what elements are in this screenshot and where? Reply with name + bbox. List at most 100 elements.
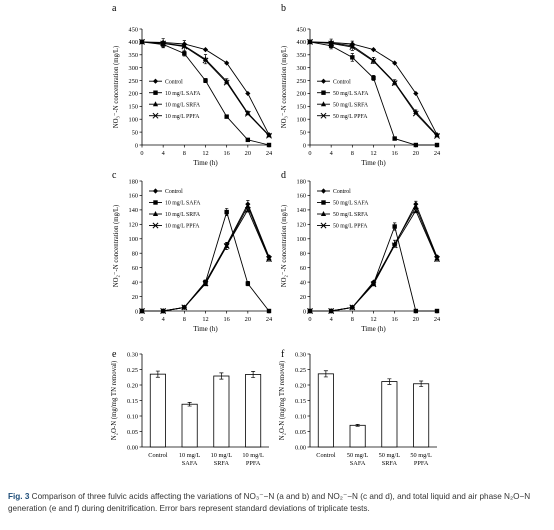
data-point xyxy=(320,188,327,194)
series-control xyxy=(307,39,440,138)
data-point xyxy=(152,101,159,107)
y-tick-label: 0.00 xyxy=(295,444,306,451)
x-tick-label: 12 xyxy=(202,316,208,323)
legend-label: 50 mg/L SRFA xyxy=(333,212,369,218)
error-bar xyxy=(419,380,424,387)
bar xyxy=(149,373,166,448)
y-axis-label: NO₃⁻-N concentration (mg/L) xyxy=(113,46,120,129)
data-point xyxy=(349,44,356,50)
y-tick-label: 0 xyxy=(135,308,138,315)
y-tick-label: 0.30 xyxy=(127,351,138,358)
data-point xyxy=(434,132,440,138)
bar-group: Control xyxy=(316,370,336,459)
data-point xyxy=(434,256,440,262)
data-point xyxy=(307,38,313,45)
data-point xyxy=(224,209,229,215)
data-point xyxy=(266,256,272,262)
y-tick-label: 0 xyxy=(303,308,306,315)
series-50-mg-l-safa xyxy=(307,39,440,148)
x-category-label: 10 mg/L xyxy=(242,452,264,459)
legend-label: 50 mg/L SAFA xyxy=(333,201,369,207)
legend-item: 10 mg/L PPFA xyxy=(149,222,200,230)
x-tick-label: 16 xyxy=(392,316,398,323)
legend: Control 50 mg/L SAFA 50 mg/L SRFA 50 mg/L P… xyxy=(317,188,369,230)
y-tick-label: 0.15 xyxy=(295,398,306,405)
error-bar xyxy=(155,370,160,378)
legend-label: 50 mg/L PPFA xyxy=(333,114,368,120)
x-tick-label: 24 xyxy=(266,316,273,323)
legend-label: 10 mg/L SAFA xyxy=(165,91,201,97)
data-point xyxy=(152,112,159,119)
y-tick-label: 160 xyxy=(297,193,306,200)
y-tick-label: 150 xyxy=(129,104,138,111)
x-category-label: SRFA xyxy=(214,460,230,467)
x-axis-label: Time (h) xyxy=(361,159,386,167)
y-tick-label: 50 xyxy=(300,129,306,136)
x-tick-label: 20 xyxy=(413,150,419,157)
y-tick-label: 0.15 xyxy=(127,398,138,405)
series-10-mg-l-ppfa xyxy=(139,38,272,139)
error-bar xyxy=(355,424,360,427)
data-point xyxy=(413,308,419,314)
legend-item: 10 mg/L SAFA xyxy=(149,90,201,97)
chart-panel-d: d 0 20 40 60 80 100 120 140 160 180 0 4 8 12 16 20 24 Time… xyxy=(281,170,441,333)
error-bar xyxy=(323,370,328,378)
x-axis-label: Time (h) xyxy=(193,159,218,167)
data-point xyxy=(245,281,251,286)
legend-item: 10 mg/L SAFA xyxy=(149,200,201,207)
caption-text: Comparison of three fulvic acids affecti… xyxy=(8,492,531,513)
data-point xyxy=(370,47,377,53)
data-point xyxy=(224,78,230,84)
x-tick-label: 20 xyxy=(245,150,251,157)
y-tick-label: 60 xyxy=(132,265,138,272)
y-axis-label: NO₃⁻-N concentration (mg/L) xyxy=(281,46,288,129)
y-tick-label: 0.05 xyxy=(295,429,306,436)
bar xyxy=(245,374,262,448)
y-tick-label: 120 xyxy=(129,222,138,229)
data-point xyxy=(181,43,188,50)
y-tick-label: 60 xyxy=(300,265,306,272)
x-axis-label: Time (h) xyxy=(193,325,218,333)
data-point xyxy=(413,90,419,97)
legend-label: Control xyxy=(333,189,351,195)
y-axis-label: NO₂⁻-N concentration (mg/L) xyxy=(113,205,120,288)
series-10-mg-l-srfa xyxy=(139,200,272,313)
x-tick-label: 16 xyxy=(224,316,230,323)
y-tick-label: 350 xyxy=(129,52,138,59)
series-50-mg-l-srfa xyxy=(307,38,440,138)
y-tick-label: 200 xyxy=(297,91,306,98)
series-control xyxy=(307,201,440,314)
panel-letter: b xyxy=(281,3,286,14)
data-point xyxy=(320,112,327,119)
x-tick-label: 24 xyxy=(434,150,441,157)
legend-item: 50 mg/L SAFA xyxy=(317,90,369,97)
panel-letter: c xyxy=(112,170,117,181)
chart-panel-a: a 0 50 100 150 200 250 300 350 400 450 0 4 8 12 16 20 24 T… xyxy=(112,3,273,167)
data-point xyxy=(245,137,251,143)
bar xyxy=(413,383,430,448)
data-point xyxy=(266,255,272,261)
data-point xyxy=(412,110,419,117)
y-tick-label: 0.20 xyxy=(127,382,138,389)
y-tick-label: 100 xyxy=(129,236,138,243)
legend-item: 10 mg/L SRFA xyxy=(149,101,201,108)
bar xyxy=(213,375,230,448)
data-point xyxy=(224,60,230,66)
x-tick-label: 12 xyxy=(370,316,376,323)
legend: Control 10 mg/L SAFA 10 mg/L SRFA 10 mg/L P… xyxy=(149,78,201,120)
data-point xyxy=(371,75,376,81)
y-tick-label: 80 xyxy=(300,251,306,258)
y-tick-label: 0.30 xyxy=(295,351,306,358)
data-point xyxy=(328,308,335,314)
data-point xyxy=(245,203,251,209)
data-point xyxy=(370,58,377,65)
y-tick-label: 100 xyxy=(297,236,306,243)
data-point xyxy=(139,38,145,45)
x-tick-label: 8 xyxy=(351,150,354,157)
series-10-mg-l-srfa xyxy=(139,38,272,138)
data-point xyxy=(321,90,326,95)
series-50-mg-l-safa xyxy=(307,222,440,314)
